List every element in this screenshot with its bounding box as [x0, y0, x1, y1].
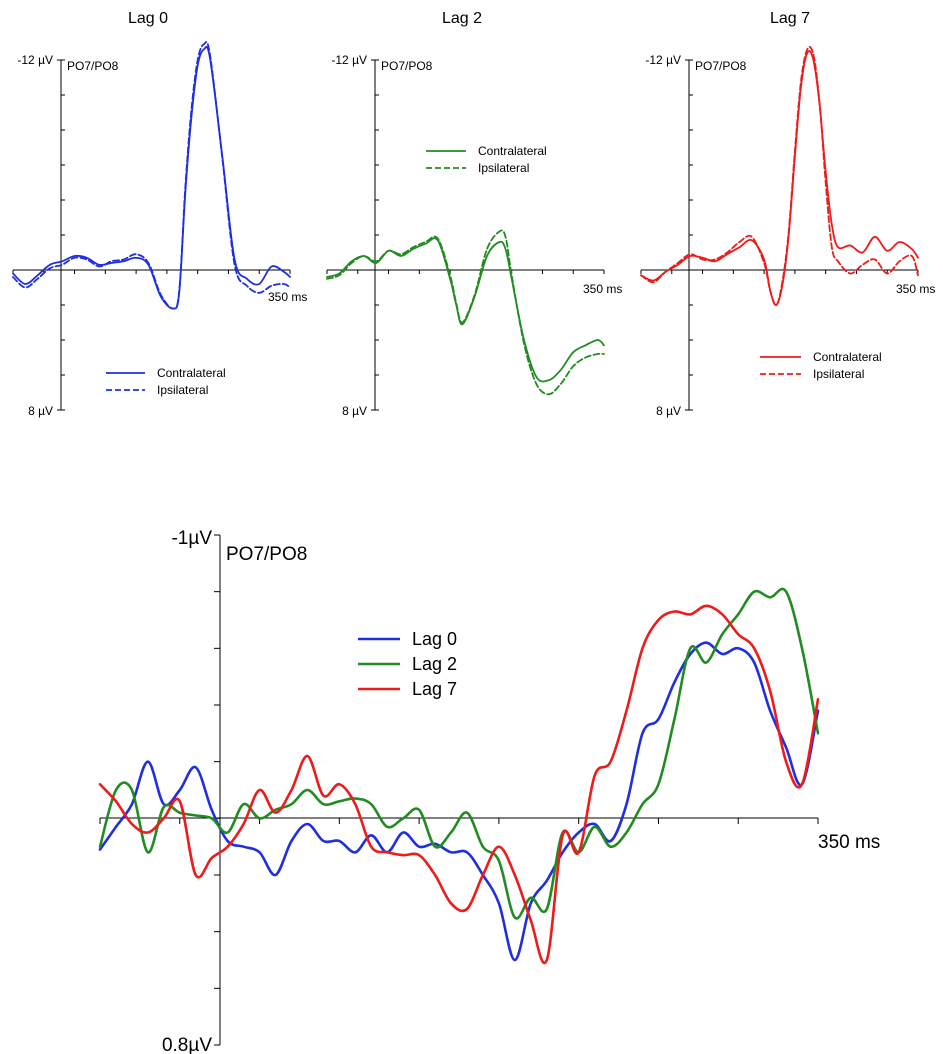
panel-title: Lag 2 — [442, 10, 482, 27]
legend-label-lag7: Lag 7 — [412, 679, 457, 699]
electrode-label: PO7/PO8 — [381, 59, 433, 73]
series-line-lag-2 — [98, 587, 820, 920]
legend-label-contralateral: Contralateral — [478, 144, 547, 158]
series-line-contralateral — [640, 50, 919, 306]
legend-label-ipsilateral: Ipsilateral — [478, 161, 529, 175]
series-line-lag-7 — [98, 604, 820, 965]
lag2-panel: Lag 2 PO7/PO8 -12 µV 8 µV 350 ms Contral… — [326, 10, 622, 418]
legend-label-lag0: Lag 0 — [412, 629, 457, 649]
y-min-label: 8 µV — [28, 404, 53, 418]
legend-label-lag2: Lag 2 — [412, 654, 457, 674]
difference-panel: PO7/PO8 -1µV 0.8µV 350 ms Lag 0 Lag 2 La… — [98, 528, 880, 1054]
lag7-panel: Lag 7 PO7/PO8 -12 µV 8 µV 350 ms Contral… — [640, 10, 935, 418]
y-max-label: -1µV — [171, 528, 212, 549]
x-end-label: 350 ms — [896, 282, 935, 296]
x-end-label: 350 ms — [818, 832, 880, 853]
electrode-label: PO7/PO8 — [67, 59, 119, 73]
series-line-contralateral — [326, 237, 605, 383]
y-min-label: 0.8µV — [162, 1035, 212, 1054]
series-line-lag-0 — [98, 641, 820, 962]
y-max-label: -12 µV — [331, 53, 367, 67]
y-max-label: -12 µV — [645, 53, 681, 67]
panel-title: Lag 0 — [128, 10, 168, 27]
y-max-label: -12 µV — [17, 53, 53, 67]
electrode-label: PO7/PO8 — [226, 544, 307, 565]
legend-label-ipsilateral: Ipsilateral — [813, 367, 864, 381]
series-line-ipsilateral — [326, 229, 605, 396]
x-end-label: 350 ms — [268, 290, 307, 304]
legend-label-contralateral: Contralateral — [813, 350, 882, 364]
legend-label-ipsilateral: Ipsilateral — [157, 383, 208, 397]
legend-label-contralateral: Contralateral — [157, 366, 226, 380]
x-end-label: 350 ms — [583, 282, 622, 296]
y-min-label: 8 µV — [342, 404, 367, 418]
panel-title: Lag 7 — [770, 10, 810, 27]
lag0-panel: Lag 0 PO7/PO8 -12 µV 8 µV 350 ms Contral… — [12, 10, 307, 418]
series-line-ipsilateral — [640, 46, 919, 307]
electrode-label: PO7/PO8 — [695, 59, 747, 73]
y-min-label: 8 µV — [656, 404, 681, 418]
series-line-ipsilateral — [12, 41, 291, 310]
